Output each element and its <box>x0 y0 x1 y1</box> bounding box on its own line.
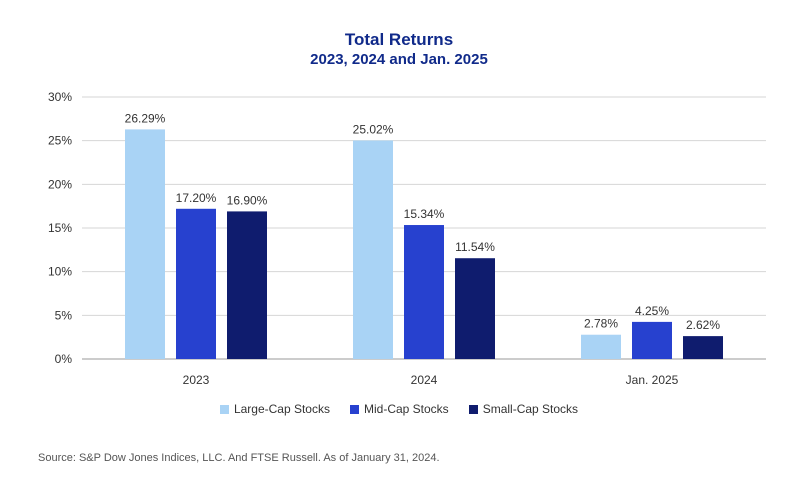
bar-small-cap-stocks-0 <box>227 211 267 359</box>
y-tick-label: 30% <box>48 90 72 104</box>
data-label: 15.34% <box>404 207 445 221</box>
chart-title: Total Returns <box>344 30 454 49</box>
data-label: 25.02% <box>353 122 394 136</box>
legend-label: Large-Cap Stocks <box>233 402 330 416</box>
y-tick-label: 25% <box>48 134 72 148</box>
bar-large-cap-stocks-1 <box>353 140 393 359</box>
data-label: 26.29% <box>125 111 166 125</box>
bar-small-cap-stocks-1 <box>455 258 495 359</box>
y-tick-label: 5% <box>55 308 73 322</box>
data-label: 16.90% <box>227 193 268 207</box>
legend-label: Mid-Cap Stocks <box>363 402 449 416</box>
bar-chart: 0% 5% 10% 15% 20% 25% 30% 26.29% 17.20% 16.90% 25… <box>48 90 766 387</box>
bar-large-cap-stocks-2 <box>581 334 621 359</box>
legend-item: Mid-Cap Stocks <box>349 402 449 416</box>
y-axis-ticks: 0% 5% 10% 15% 20% 25% 30% <box>48 90 72 366</box>
x-category-label: 2024 <box>411 373 438 387</box>
data-label: 4.25% <box>635 304 669 318</box>
data-label: 17.20% <box>176 191 217 205</box>
y-tick-label: 0% <box>55 352 73 366</box>
bar-mid-cap-stocks-0 <box>176 208 216 359</box>
data-labels: 26.29% 17.20% 16.90% 25.02% 15.34% 11.54% 2.78… <box>125 111 721 332</box>
legend-item: Large-Cap Stocks <box>219 402 330 416</box>
legend-swatch <box>349 404 359 414</box>
y-tick-label: 20% <box>48 177 72 191</box>
y-tick-label: 15% <box>48 221 72 235</box>
source-note: Source: S&P Dow Jones Indices, LLC. And … <box>38 452 440 464</box>
data-label: 11.54% <box>455 240 495 254</box>
legend-swatch <box>219 404 229 414</box>
x-category-label: 2023 <box>183 373 210 387</box>
bar-mid-cap-stocks-2 <box>632 321 672 359</box>
legend-swatch <box>468 404 478 414</box>
legend: Large-Cap Stocks Mid-Cap Stocks Small-Cap … <box>0 402 798 416</box>
legend-label: Small-Cap Stocks <box>482 402 579 416</box>
y-tick-label: 10% <box>48 265 72 279</box>
legend-item: Small-Cap Stocks <box>468 402 579 416</box>
bar-large-cap-stocks-0 <box>125 129 165 359</box>
data-label: 2.62% <box>686 318 720 332</box>
data-label: 2.78% <box>584 317 618 331</box>
x-category-label: Jan. 2025 <box>626 373 679 387</box>
bar-small-cap-stocks-2 <box>683 336 723 359</box>
x-axis-categories: 2023 2024 Jan. 2025 <box>183 373 679 387</box>
chart-subtitle: 2023, 2024 and Jan. 2025 <box>310 51 488 68</box>
bar-mid-cap-stocks-1 <box>404 225 444 359</box>
bars <box>125 129 723 359</box>
